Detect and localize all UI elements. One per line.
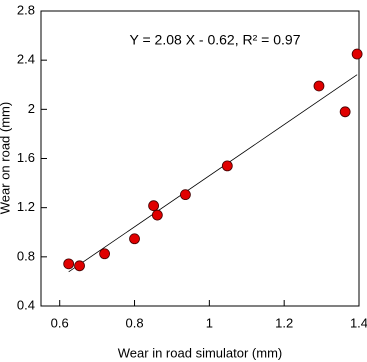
point	[221, 160, 233, 172]
y-tick-label: 2.8	[17, 2, 35, 17]
point	[151, 209, 163, 221]
fit-line	[68, 74, 358, 273]
x-tick-label: 1.2	[275, 315, 293, 330]
point	[351, 48, 363, 60]
y-tick-label: 1.2	[17, 199, 35, 214]
y-tick-label: 2	[28, 101, 35, 116]
y-tick-label: 0.8	[17, 248, 35, 263]
point	[63, 258, 75, 270]
point	[180, 189, 191, 201]
x-tick-label: 0.6	[51, 315, 69, 330]
point	[148, 200, 160, 212]
x-tick-label: 1.4	[350, 315, 367, 330]
point	[129, 233, 140, 245]
x-tick-label: 1	[206, 315, 213, 330]
point	[339, 106, 351, 118]
y-tick-label: 0.4	[17, 297, 35, 312]
plot-frame	[40, 10, 360, 307]
point	[74, 260, 85, 272]
point	[313, 80, 325, 92]
point	[99, 248, 110, 260]
x-axis-label: Wear in road simulator (mm)	[118, 345, 282, 360]
y-tick-label: 1.6	[17, 150, 35, 165]
annotation: Y = 2.08 X - 0.62, R² = 0.97	[130, 32, 301, 48]
y-tick-label: 2.4	[17, 52, 35, 67]
x-tick-label: 0.8	[125, 315, 143, 330]
y-axis-label: Wear on road (mm)	[0, 102, 12, 214]
